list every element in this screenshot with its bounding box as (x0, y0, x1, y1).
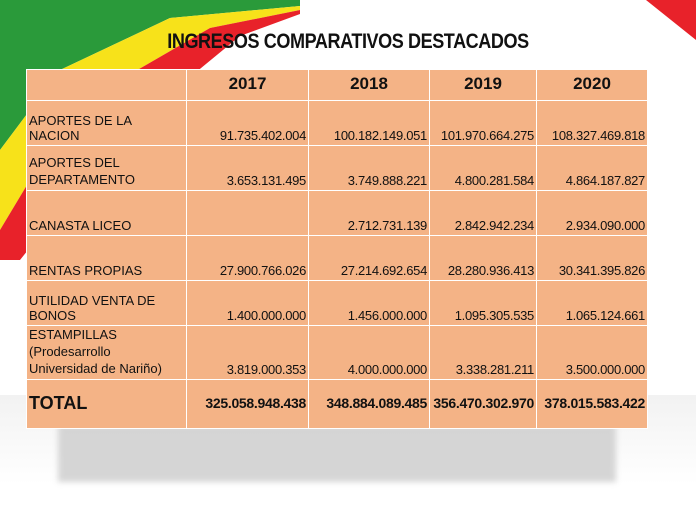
row-label-line: Universidad de Nariño) (29, 361, 162, 376)
header-year: 2020 (536, 69, 648, 101)
row-label: ESTAMPILLAS (Prodesarrollo Universidad d… (26, 325, 187, 380)
cell-value: 1.095.305.535 (429, 280, 537, 326)
table-reflection (58, 424, 616, 482)
cell-value: 91.735.402.004 (186, 100, 309, 146)
cell-value: 27.900.766.026 (186, 235, 309, 281)
cell-value: 3.819.000.353 (186, 325, 309, 380)
cell-value: 2.934.090.000 (536, 190, 648, 236)
row-label-line: DEPARTAMENTO (29, 172, 135, 187)
header-year: 2017 (186, 69, 309, 101)
table-row: APORTES DEL DEPARTAMENTO 3.653.131.495 3… (26, 145, 648, 191)
row-label: APORTES DEL DEPARTAMENTO (26, 145, 187, 191)
cell-value: 4.864.187.827 (536, 145, 648, 191)
cell-value: 1.456.000.000 (308, 280, 430, 326)
row-label-line: APORTES DEL (29, 155, 120, 170)
cell-value: 100.182.149.051 (308, 100, 430, 146)
table-row: CANASTA LICEO 2.712.731.139 2.842.942.23… (26, 190, 648, 236)
table-row: UTILIDAD VENTA DE BONOS 1.400.000.000 1.… (26, 280, 648, 326)
header-row: 2017 2018 2019 2020 (26, 69, 648, 101)
cell-value: 4.800.281.584 (429, 145, 537, 191)
row-label-line: ESTAMPILLAS (Prodesarrollo (29, 327, 117, 359)
cell-value: 1.065.124.661 (536, 280, 648, 326)
row-label: UTILIDAD VENTA DE BONOS (26, 280, 187, 326)
slide-title: INGRESOS COMPARATIVOS DESTACADOS (167, 30, 529, 53)
income-table: 2017 2018 2019 2020 APORTES DE LA NACION… (26, 69, 648, 429)
cell-value: 2.842.942.234 (429, 190, 537, 236)
cell-value: 4.000.000.000 (308, 325, 430, 380)
flag-ribbon-right (646, 0, 696, 40)
cell-value: 108.327.469.818 (536, 100, 648, 146)
cell-value: 101.970.664.275 (429, 100, 537, 146)
total-value: 348.884.089.485 (308, 379, 430, 429)
total-value: 356.470.302.970 (429, 379, 537, 429)
header-year: 2019 (429, 69, 537, 101)
cell-value (186, 190, 309, 236)
total-label: TOTAL (26, 379, 187, 429)
cell-value: 3.653.131.495 (186, 145, 309, 191)
table-row: RENTAS PROPIAS 27.900.766.026 27.214.692… (26, 235, 648, 281)
cell-value: 3.338.281.211 (429, 325, 537, 380)
cell-value: 3.500.000.000 (536, 325, 648, 380)
cell-value: 2.712.731.139 (308, 190, 430, 236)
header-year: 2018 (308, 69, 430, 101)
row-label: RENTAS PROPIAS (26, 235, 187, 281)
cell-value: 27.214.692.654 (308, 235, 430, 281)
cell-value: 3.749.888.221 (308, 145, 430, 191)
total-row: TOTAL 325.058.948.438 348.884.089.485 35… (26, 379, 648, 429)
header-blank (26, 69, 187, 101)
cell-value: 28.280.936.413 (429, 235, 537, 281)
cell-value: 1.400.000.000 (186, 280, 309, 326)
total-value: 325.058.948.438 (186, 379, 309, 429)
table-row: ESTAMPILLAS (Prodesarrollo Universidad d… (26, 325, 648, 380)
row-label: CANASTA LICEO (26, 190, 187, 236)
table-row: APORTES DE LA NACION 91.735.402.004 100.… (26, 100, 648, 146)
cell-value: 30.341.395.826 (536, 235, 648, 281)
total-value: 378.015.583.422 (536, 379, 648, 429)
row-label: APORTES DE LA NACION (26, 100, 187, 146)
